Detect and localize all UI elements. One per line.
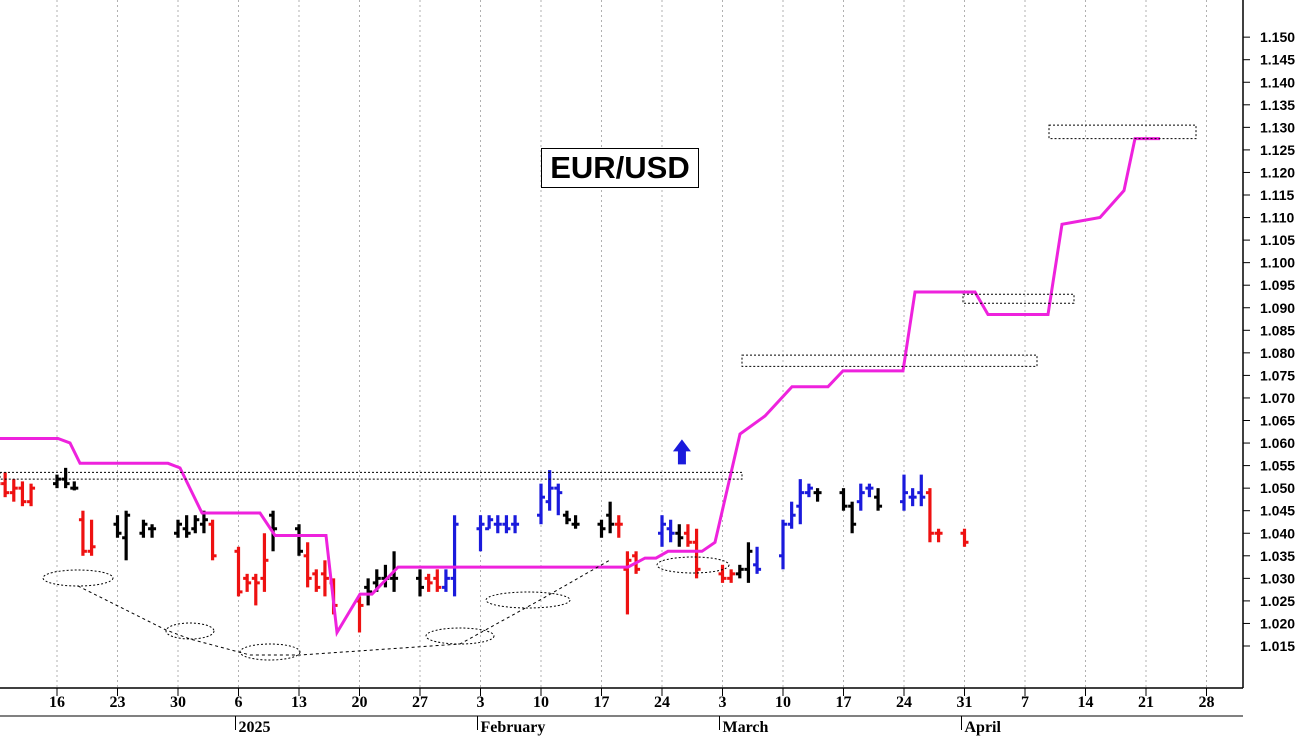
up-arrow-icon xyxy=(672,439,691,465)
y-tick-label: 1.110 xyxy=(1260,210,1294,226)
x-tick-label: 31 xyxy=(957,694,973,711)
x-tick-label: 23 xyxy=(110,694,126,711)
month-label: 2025 xyxy=(239,719,271,736)
pattern-ellipse xyxy=(42,569,114,587)
support-box xyxy=(741,354,1038,367)
pattern-ellipse xyxy=(425,627,495,645)
y-tick-label: 1.105 xyxy=(1260,232,1295,248)
x-tick-label: 16 xyxy=(49,694,65,711)
y-tick-label: 1.135 xyxy=(1260,97,1295,113)
y-tick-label: 1.015 xyxy=(1260,638,1295,654)
pattern-ellipse xyxy=(656,556,730,574)
y-tick-label: 1.130 xyxy=(1260,119,1295,135)
x-tick-label: 21 xyxy=(1138,694,1154,711)
x-tick-label: 6 xyxy=(235,694,243,711)
x-tick-label: 24 xyxy=(896,694,912,711)
x-tick-label: 17 xyxy=(836,694,852,711)
pattern-ellipse xyxy=(485,591,571,609)
y-tick-label: 1.035 xyxy=(1260,548,1295,564)
x-tick-label: 27 xyxy=(412,694,428,711)
y-tick-label: 1.055 xyxy=(1260,458,1295,474)
x-tick-label: 3 xyxy=(719,694,727,711)
month-label: February xyxy=(481,719,546,736)
x-tick-label: 30 xyxy=(170,694,186,711)
y-tick-label: 1.060 xyxy=(1260,435,1295,451)
y-tick-label: 1.020 xyxy=(1260,615,1295,631)
x-tick-label: 3 xyxy=(477,694,485,711)
x-tick-label: 14 xyxy=(1078,694,1094,711)
stop-line xyxy=(0,137,1160,638)
y-tick-label: 1.045 xyxy=(1260,503,1295,519)
support-box xyxy=(1048,124,1197,140)
x-tick-label: 10 xyxy=(775,694,791,711)
pattern-ellipse xyxy=(239,643,301,661)
x-tick-label: 24 xyxy=(654,694,670,711)
y-tick-label: 1.065 xyxy=(1260,413,1295,429)
y-tick-label: 1.040 xyxy=(1260,525,1295,541)
y-tick-label: 1.115 xyxy=(1260,187,1294,203)
pattern-ellipse xyxy=(165,622,215,640)
support-box xyxy=(0,471,743,480)
y-tick-label: 1.090 xyxy=(1260,300,1295,316)
y-tick-label: 1.100 xyxy=(1260,255,1295,271)
pattern-trend-line xyxy=(77,559,611,656)
x-tick-label: 7 xyxy=(1021,694,1029,711)
y-tick-label: 1.125 xyxy=(1260,142,1295,158)
y-tick-label: 1.120 xyxy=(1260,164,1295,180)
y-tick-label: 1.095 xyxy=(1260,277,1295,293)
y-tick-label: 1.050 xyxy=(1260,480,1295,496)
y-tick-label: 1.150 xyxy=(1260,29,1295,45)
y-tick-label: 1.075 xyxy=(1260,367,1295,383)
y-tick-label: 1.145 xyxy=(1260,52,1295,68)
x-tick-label: 10 xyxy=(533,694,549,711)
x-tick-label: 20 xyxy=(352,694,368,711)
y-tick-label: 1.140 xyxy=(1260,74,1295,90)
month-label: March xyxy=(723,719,769,736)
y-tick-label: 1.070 xyxy=(1260,390,1295,406)
y-tick-label: 1.030 xyxy=(1260,570,1295,586)
chart-title: EUR/USD xyxy=(541,148,699,188)
x-tick-label: 28 xyxy=(1199,694,1215,711)
month-label: April xyxy=(965,719,1002,736)
x-tick-label: 13 xyxy=(291,694,307,711)
y-tick-label: 1.080 xyxy=(1260,345,1295,361)
y-tick-label: 1.025 xyxy=(1260,593,1295,609)
x-tick-label: 17 xyxy=(594,694,610,711)
y-tick-label: 1.085 xyxy=(1260,322,1295,338)
